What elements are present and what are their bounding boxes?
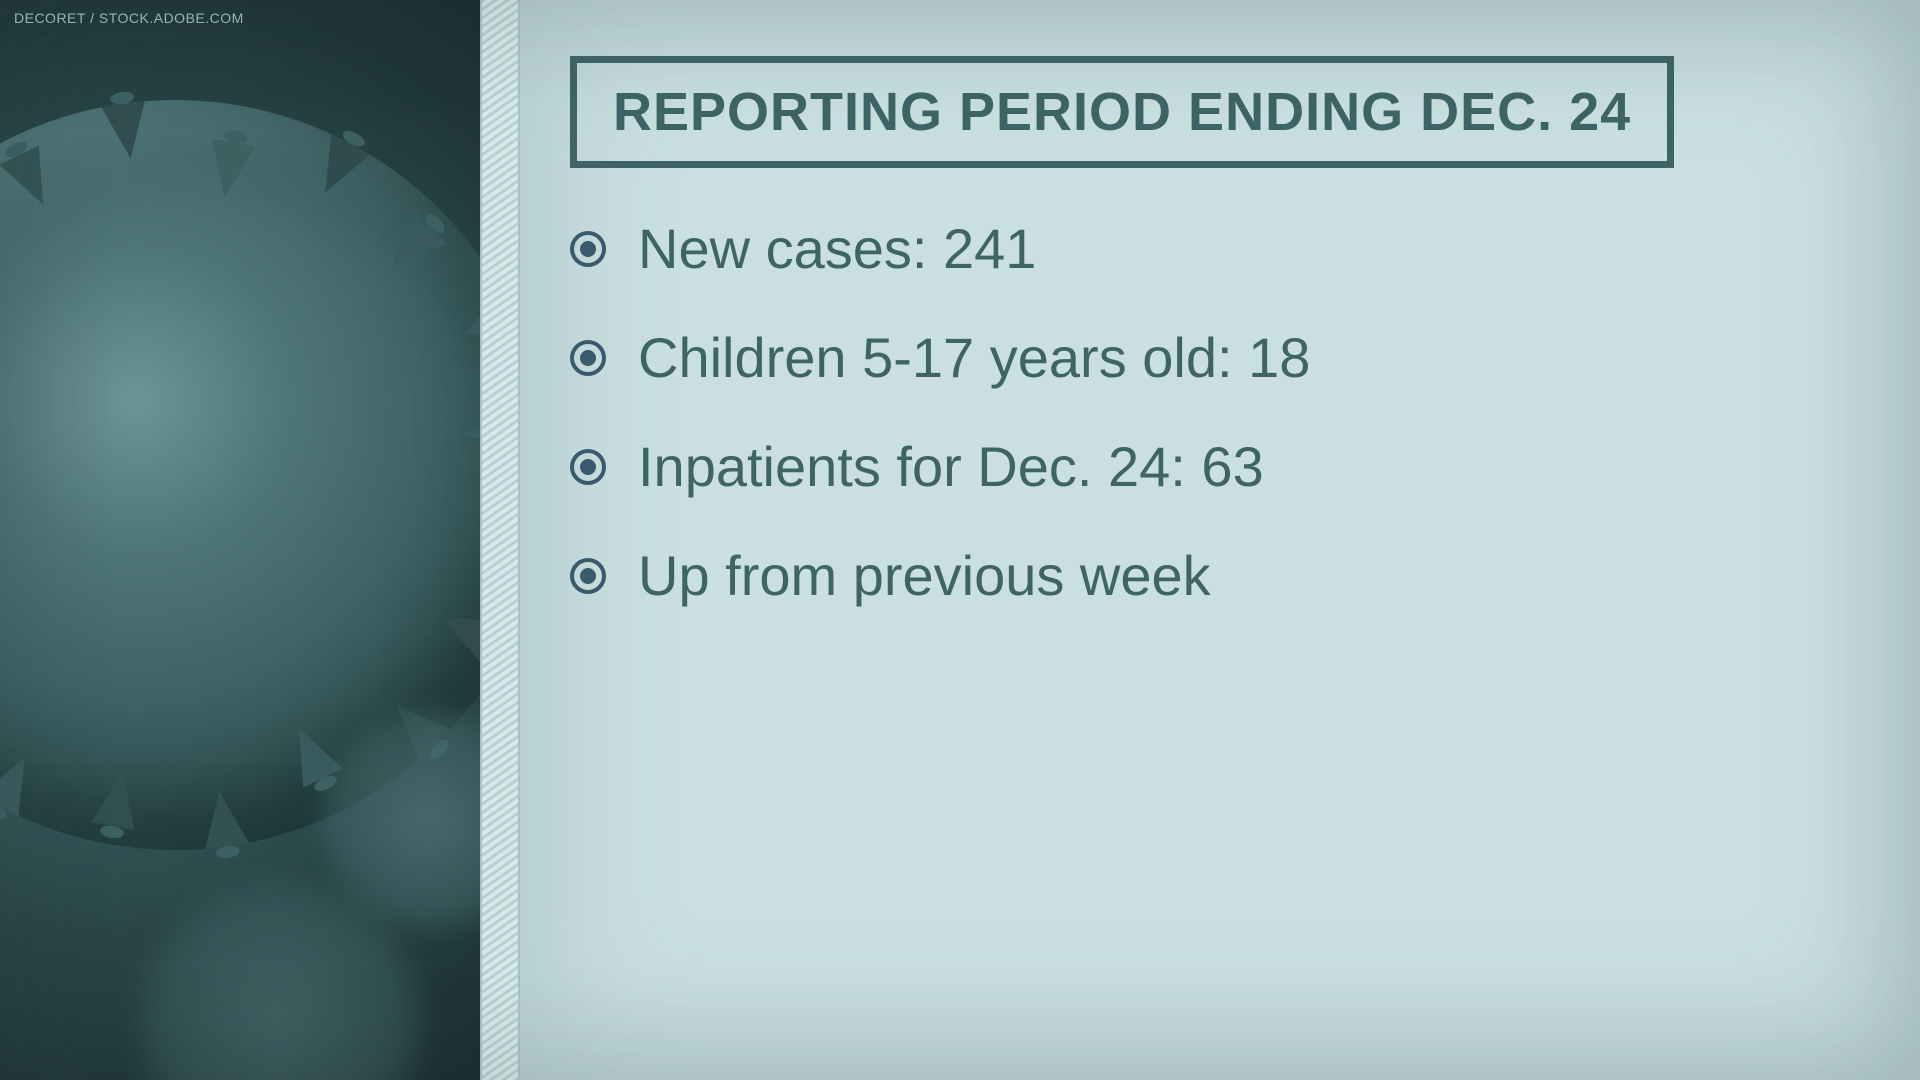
bullet-icon [570, 449, 606, 485]
list-item: Children 5-17 years old: 18 [570, 325, 1870, 390]
stat-text: New cases: 241 [638, 216, 1036, 281]
stat-text: Children 5-17 years old: 18 [638, 325, 1310, 390]
virus-image-panel: DECORET / STOCK.ADOBE.COM [0, 0, 480, 1080]
list-item: Inpatients for Dec. 24: 63 [570, 434, 1870, 499]
title-box: REPORTING PERIOD ENDING DEC. 24 [570, 56, 1674, 168]
bullet-icon [570, 231, 606, 267]
image-attribution: DECORET / STOCK.ADOBE.COM [14, 10, 244, 26]
bullet-icon [570, 340, 606, 376]
stat-text: Inpatients for Dec. 24: 63 [638, 434, 1264, 499]
hatched-divider [480, 0, 520, 1080]
bullet-icon [570, 558, 606, 594]
report-title: REPORTING PERIOD ENDING DEC. 24 [613, 81, 1631, 143]
stats-list: New cases: 241 Children 5-17 years old: 1… [570, 216, 1870, 608]
stat-text: Up from previous week [638, 543, 1211, 608]
info-panel: REPORTING PERIOD ENDING DEC. 24 New case… [520, 0, 1920, 1080]
list-item: Up from previous week [570, 543, 1870, 608]
list-item: New cases: 241 [570, 216, 1870, 281]
